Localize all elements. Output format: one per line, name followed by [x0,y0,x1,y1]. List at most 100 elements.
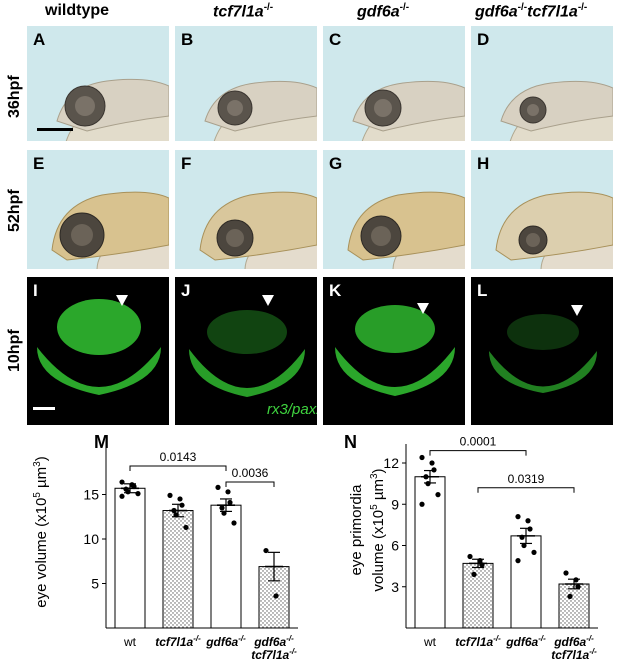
scale-bar [33,407,55,410]
data-point [471,571,477,577]
data-point [525,518,531,524]
embryo-image [495,191,613,269]
x-tick-label: tcf7l1a-/- [155,634,201,649]
data-point [531,549,537,555]
p-value-label: 0.0143 [160,450,197,464]
data-point [125,489,131,495]
data-point [467,553,473,560]
data-point [479,562,485,568]
fluorescence-image [37,299,161,395]
p-value-label: 0.0001 [460,435,497,449]
embryo-image [51,191,169,269]
fluorescence-image [189,310,305,397]
x-tick-label: gdf6a-/- [253,634,294,649]
data-point [273,593,279,599]
arrowhead [116,295,128,306]
panel-D: D [471,26,613,141]
data-point [183,524,189,531]
data-point [219,505,225,511]
data-point [225,489,231,495]
p-value-label: 0.0036 [232,466,269,480]
bar [510,535,542,629]
data-point [215,484,221,490]
bar [162,510,194,629]
significance-bracket [477,487,575,493]
data-point [515,558,521,564]
arrowhead [417,303,429,314]
chart-letter-M: M [94,432,109,452]
panel-letter: G [329,154,343,173]
column-header-double: gdf6a-/-tcf7l1a-/- [475,2,588,21]
data-point [177,496,183,502]
x-tick-label: gdf6a-/- [205,634,246,649]
x-tick-label: wt [123,635,137,649]
data-point [173,512,179,518]
fluorescence-image [489,314,597,393]
panel-H: H [471,150,613,269]
panel-G: G [323,150,465,269]
y-tick-label: 9 [391,496,399,512]
data-point [263,547,269,554]
embryo-image [352,80,465,141]
data-point [435,492,441,498]
data-point [423,474,429,480]
bar [414,476,446,629]
y-tick-label: 5 [91,576,99,592]
arrowhead [262,295,274,306]
significance-bracket [429,450,527,456]
panel-letter: H [477,154,490,173]
data-point [179,502,185,508]
data-point [573,577,579,583]
panel-I: I [27,277,169,425]
panel-letter: C [329,30,342,49]
panel-letter: D [477,30,490,49]
row-label-10hpf: 10hpf [6,329,23,372]
embryo-image [500,80,613,141]
panel-K: K [323,277,465,425]
significance-bracket [225,481,275,488]
significance-bracket [129,465,227,472]
fluorescence-image [335,305,455,396]
panel-letter: I [33,281,38,300]
data-point [119,493,125,499]
data-point [419,454,425,461]
row-label-52hpf: 52hpf [6,189,23,232]
data-point [227,499,233,506]
bar [114,487,146,629]
panel-L: L [471,277,613,425]
y-tick-label: 6 [391,538,399,554]
data-point [567,593,573,599]
embryo-image [347,191,465,269]
panel-letter: J [181,281,191,300]
panel-C: C [323,26,465,141]
column-header-wildtype: wildtype [45,2,110,19]
row-label-36hpf: 36hpf [6,75,23,118]
x-tick-label: gdf6a-/- [505,634,546,649]
data-point [171,507,177,514]
panel-letter: K [329,281,342,300]
y-tick-label: 12 [383,455,399,471]
panel-B: B [175,26,317,141]
data-point [429,460,435,466]
data-point [231,520,237,526]
arrowhead [571,305,583,316]
data-point [119,479,125,485]
data-point [515,514,521,520]
y-tick-label: 10 [83,531,99,547]
data-point [519,534,525,540]
panel-letter: A [33,30,46,49]
panel-letter: F [181,154,192,173]
panel-E: E [27,150,169,269]
data-point [575,584,581,590]
x-tick-label: wt [423,635,437,649]
y-tick-label: 3 [391,579,399,595]
fluorescence-label: rx3/pax2 [267,401,317,418]
embryo-image [204,80,317,141]
scale-bar [37,128,73,131]
data-point [131,483,137,490]
embryo-image [199,191,317,269]
data-point [477,558,483,564]
panel-A: A [27,26,169,141]
